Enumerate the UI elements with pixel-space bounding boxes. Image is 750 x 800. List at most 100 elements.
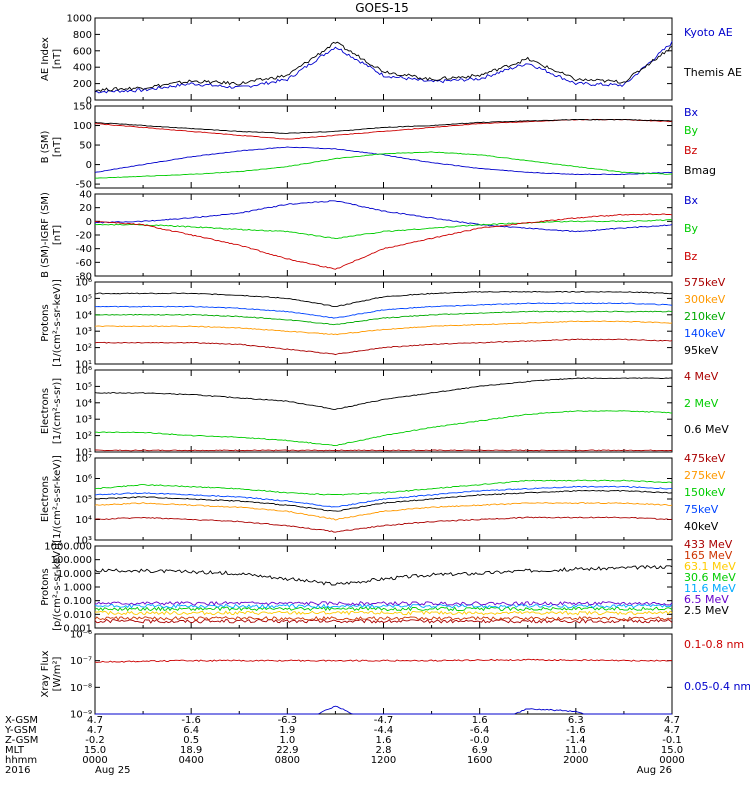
ephemeris-label: Y-GSM — [4, 725, 37, 736]
ephemeris-label: X-GSM — [5, 715, 38, 726]
ephemeris-label: Z-GSM — [5, 735, 38, 746]
y-tick-label: 150 — [73, 102, 92, 113]
panel-protons_mev: 0.001 0.010 0.100 1.000 10.000 100.000 1000.00… — [40, 538, 736, 635]
legend-entry: Bx — [684, 106, 699, 119]
y-tick-label: 1000.000 — [44, 542, 92, 553]
ephemeris-value: -4.4 — [374, 725, 394, 736]
series-line-165-mev — [94, 615, 673, 621]
y-tick-label: 400 — [73, 63, 92, 74]
series-line-433-mev — [94, 618, 673, 624]
legend-entry: 475keV — [684, 452, 726, 465]
legend-entry: Bz — [684, 144, 698, 157]
y-tick-label: 20 — [79, 203, 92, 214]
series-line-kyoto-ae — [94, 41, 673, 94]
legend-entry: Bmag — [684, 164, 716, 177]
y-tick-label: 10³ — [75, 327, 92, 338]
legend-entry: 6.5 MeV — [684, 593, 729, 606]
series-line-11-6-mev — [94, 603, 673, 609]
y-tick-label: 10⁻⁸ — [70, 683, 92, 694]
legend-entry: Themis AE — [683, 66, 742, 79]
y-tick-label: 10² — [75, 343, 92, 354]
legend-entry: 40keV — [684, 520, 719, 533]
legend-entry: 11.6 MeV — [684, 582, 736, 595]
panel-xray: 10⁻⁹ 10⁻⁸ 10⁻⁷ 10⁻⁶ Xray Flux [W/m²] 0.1-0.8 n… — [40, 630, 750, 721]
ephemeris-table: X-GSMY-GSMZ-GSMMLThhmm20164.74.7-0.215.0… — [4, 715, 685, 776]
panel-ae: 0 200 400 600 800 1000 AE Index [nT] Kyoto AE The… — [40, 14, 742, 107]
legend-entry: 63.1 MeV — [684, 560, 736, 573]
y-tick-label: 10⁵ — [75, 294, 92, 305]
y-tick-label: 800 — [73, 30, 92, 41]
y-axis-unit: [nT] — [52, 225, 63, 245]
legend-entry: 0.6 MeV — [684, 423, 729, 436]
y-axis-title: Protons — [40, 568, 51, 605]
series-line-95kev — [94, 290, 673, 308]
series-line-themis-ae — [94, 41, 673, 93]
legend-entry: 0.05-0.4 nm — [684, 680, 750, 693]
legend-entry: 575keV — [684, 276, 726, 289]
ephemeris-value: 1.6 — [376, 735, 392, 746]
legend-entry: 95keV — [684, 344, 719, 357]
legend-entry: 275keV — [684, 469, 726, 482]
legend-entry: 0.1-0.8 nm — [684, 638, 744, 651]
series-line-275kev — [94, 502, 673, 521]
ephemeris-value: -4.7 — [374, 715, 394, 726]
y-tick-label: 50 — [79, 141, 92, 152]
y-tick-label: 0.010 — [63, 610, 92, 621]
series-line-2-5-mev — [94, 565, 673, 586]
y-tick-label: 10³ — [75, 536, 92, 547]
y-tick-label: 0 — [86, 96, 92, 107]
y-tick-label: 10⁶ — [75, 278, 92, 289]
legend-entry: 165 MeV — [684, 549, 733, 562]
ephemeris-value: 4.7 — [87, 715, 103, 726]
y-tick-label: 10⁶ — [75, 366, 92, 377]
ephemeris-value: -0.0 — [470, 735, 490, 746]
series-line-150kev — [95, 479, 673, 496]
y-tick-label: 10⁴ — [75, 515, 92, 526]
ephemeris-value: 2000 — [563, 755, 588, 766]
series-line-40kev — [94, 489, 673, 512]
series-line-bx — [94, 146, 673, 176]
y-tick-label: 1.000 — [63, 583, 92, 594]
y-tick-label: 10⁻⁶ — [70, 630, 92, 641]
y-tick-label: 200 — [73, 79, 92, 90]
ephemeris-value: -1.6 — [566, 725, 586, 736]
series-line-2-mev — [94, 410, 673, 446]
legend-entry: 433 MeV — [684, 538, 733, 551]
y-tick-label: -20 — [76, 231, 92, 242]
y-tick-label: 0.100 — [63, 596, 92, 607]
series-line-30-6-mev — [94, 606, 673, 612]
ephemeris-value: 15.0 — [84, 745, 106, 756]
y-tick-label: 0.001 — [63, 624, 92, 635]
series-line-4-mev — [95, 449, 673, 452]
y-tick-label: 100 — [73, 121, 92, 132]
y-tick-label: 10⁴ — [75, 398, 92, 409]
y-axis-unit: [1/(cm²-s-sr-keV)] — [52, 279, 63, 367]
panel-frame — [94, 193, 673, 277]
legend-entry: 300keV — [684, 293, 726, 306]
series-line-by — [94, 151, 673, 179]
ephemeris-value: Aug 26 — [637, 765, 672, 776]
ephemeris-value: 22.9 — [276, 745, 298, 756]
legend-entry: Bx — [684, 194, 699, 207]
ephemeris-value: 6.4 — [183, 725, 199, 736]
y-tick-label: 100.000 — [51, 555, 92, 566]
ephemeris-value: 1.6 — [472, 715, 488, 726]
legend-entry: 2 MeV — [684, 397, 719, 410]
ephemeris-value: 1200 — [371, 755, 396, 766]
legend-entry: Kyoto AE — [684, 26, 733, 39]
y-axis-unit: [1/(cm²-s-sr)] — [52, 378, 63, 444]
panel-protons_kev: 10¹ 10² 10³ 10⁴ 10⁵ 10⁶ Protons [1/(cm²-s-sr-ke… — [40, 276, 726, 371]
y-axis-unit: [p/(cm²-s-sr-keV)] — [52, 543, 63, 631]
y-axis-unit: [1/(cm²-s-sr-keV)] — [52, 455, 63, 543]
panel-bsm: -50 0 50 100 150 B (SM) [nT] Bx By Bz Bmag — [40, 102, 716, 191]
ephemeris-value: 0400 — [178, 755, 203, 766]
series-line-0-1-0-8-nm — [94, 658, 673, 663]
y-tick-label: 600 — [73, 46, 92, 57]
ephemeris-value: 1.0 — [279, 735, 295, 746]
legend-entry: 150keV — [684, 486, 726, 499]
panel-frame — [94, 633, 673, 715]
plot-title: GOES-15 — [355, 1, 409, 15]
y-axis-title: B (SM)-IGRF (SM) — [40, 192, 51, 278]
ephemeris-value: -0.2 — [85, 735, 105, 746]
ephemeris-value: -0.1 — [662, 735, 682, 746]
